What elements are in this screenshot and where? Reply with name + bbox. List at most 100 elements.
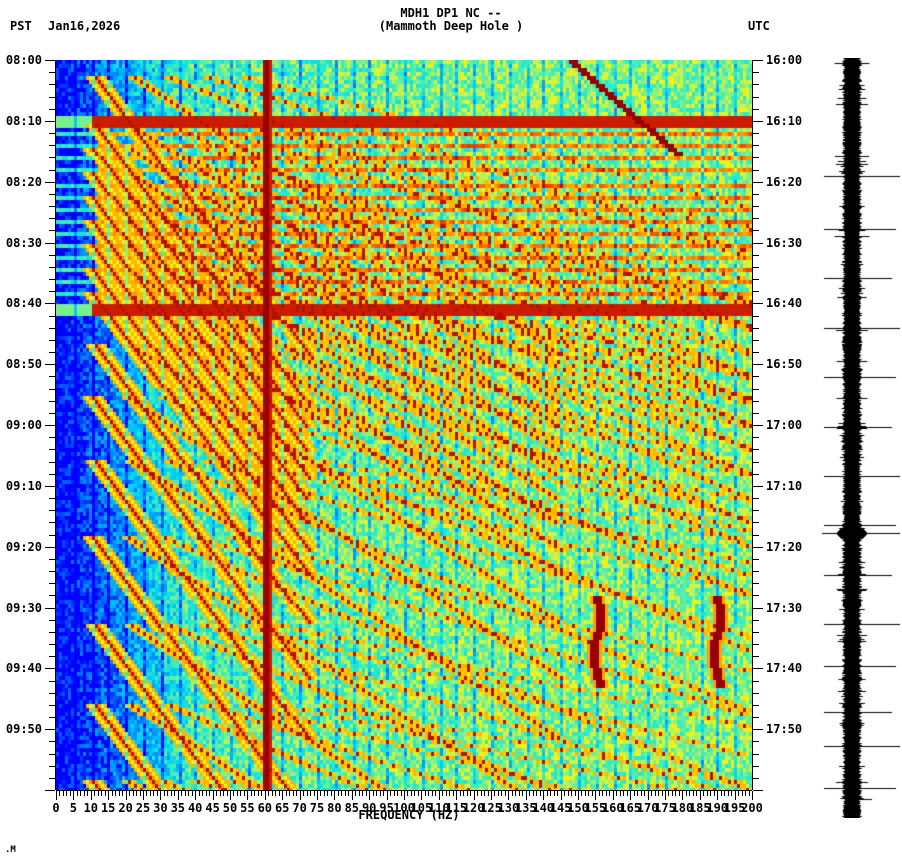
freq-tick [94,791,95,796]
freq-tick [160,791,161,800]
freq-tick [425,791,426,796]
time-label-right: 16:40 [766,296,803,311]
freq-tick [206,791,207,796]
freq-label: 110 [427,801,450,815]
freq-tick [529,791,530,796]
freq-tick [414,791,415,796]
time-tick-left [49,389,55,390]
time-tick-right [753,535,759,536]
freq-tick [595,791,596,800]
freq-tick [341,791,342,796]
freq-tick [362,791,363,796]
time-tick-right [753,340,759,341]
time-tick-right [753,401,759,402]
time-tick-right [753,413,759,414]
freq-tick [651,791,652,796]
time-label-left: 09:40 [5,661,42,676]
freq-tick [554,791,555,796]
freq-tick [515,791,516,796]
time-tick-right [753,352,759,353]
freq-tick [84,791,85,796]
freq-tick [407,791,408,796]
freq-tick [707,791,708,796]
freq-tick [188,791,189,796]
freq-tick [505,791,506,796]
time-tick-right [753,437,759,438]
freq-label: 50 [222,801,238,815]
freq-tick [460,791,461,796]
freq-tick [80,791,81,796]
time-tick-right [753,559,759,560]
corner-mark: .M [5,845,16,855]
freq-tick [522,791,523,796]
freq-tick [630,791,631,800]
freq-tick [696,791,697,796]
freq-tick [352,791,353,800]
time-tick-left [45,182,55,183]
freq-tick [498,791,499,796]
freq-label: 15 [100,801,116,815]
time-label-right: 17:30 [766,600,803,615]
freq-label: 175 [654,801,676,815]
freq-tick [369,791,370,800]
time-tick-right [753,376,759,377]
time-tick-left [49,316,55,317]
freq-tick [564,791,565,796]
freq-tick [512,791,513,796]
time-tick-left [45,60,55,61]
time-tick-left [49,157,55,158]
freq-tick [247,791,248,800]
time-tick-right [753,425,763,426]
freq-tick [623,791,624,796]
freq-label: 95 [379,801,394,815]
freq-tick [380,791,381,796]
freq-label: 145 [549,801,572,815]
freq-tick [181,791,182,796]
freq-tick [738,791,739,796]
freq-tick [508,791,509,800]
freq-tick [418,791,419,796]
freq-label: 65 [274,801,290,815]
freq-tick [609,791,610,796]
freq-tick [394,791,395,796]
time-tick-right [753,194,759,195]
freq-tick [136,791,137,796]
freq-label: 60 [257,801,273,815]
amplitude-trace [820,58,900,818]
freq-tick [634,791,635,796]
freq-tick [442,791,443,796]
time-tick-right [753,547,763,548]
freq-tick [728,791,729,796]
freq-tick [463,791,464,796]
freq-tick [213,791,214,800]
time-label-left: 08:50 [5,357,42,372]
freq-tick [261,791,262,796]
spectrogram-plot[interactable] [56,60,752,790]
freq-label: 190 [706,801,729,815]
time-label-right: 16:10 [766,113,803,128]
freq-tick [390,791,391,796]
freq-tick [439,791,440,800]
freq-label: 5 [69,801,77,815]
freq-label: 30 [153,801,168,815]
freq-tick [540,791,541,796]
freq-label: 135 [514,801,537,815]
freq-label: 80 [327,801,342,815]
time-tick-right [753,754,759,755]
freq-tick [129,791,130,796]
freq-tick [662,791,663,796]
time-tick-left [49,583,55,584]
freq-label: 180 [671,801,694,815]
freq-tick [519,791,520,796]
freq-tick [265,791,266,800]
time-tick-left [49,620,55,621]
freq-tick [700,791,701,800]
freq-label: 0 [52,801,60,815]
freq-tick [717,791,718,800]
freq-tick [484,791,485,796]
freq-tick [373,791,374,796]
time-tick-right [753,218,759,219]
freq-tick [481,791,482,796]
freq-tick [317,791,318,800]
time-tick-left [45,425,55,426]
